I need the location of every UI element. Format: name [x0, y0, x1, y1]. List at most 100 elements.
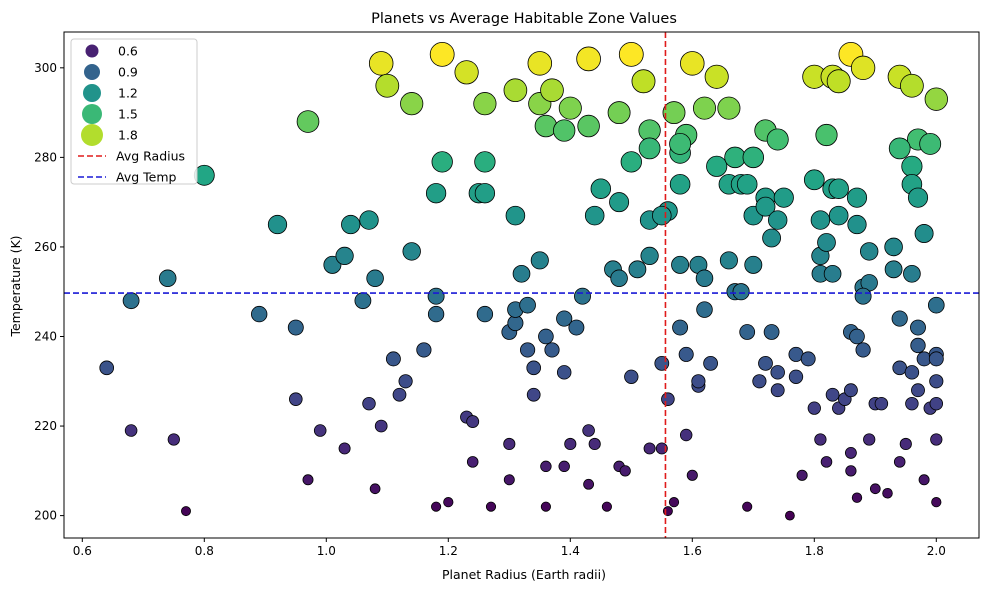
- data-point: [901, 155, 923, 177]
- data-point: [366, 269, 384, 288]
- data-point: [691, 374, 706, 389]
- data-point: [668, 497, 680, 508]
- data-point: [773, 187, 794, 208]
- data-point: [807, 401, 821, 415]
- data-point: [368, 51, 394, 76]
- data-point: [770, 365, 785, 380]
- data-point: [788, 369, 804, 384]
- data-point: [762, 228, 782, 248]
- data-point: [863, 433, 876, 446]
- data-point: [899, 437, 912, 451]
- data-point: [662, 101, 686, 125]
- data-point: [851, 492, 863, 503]
- data-point: [914, 224, 934, 243]
- data-point: [904, 365, 920, 380]
- y-tick-label: 260: [34, 240, 57, 254]
- data-point: [374, 419, 388, 433]
- data-point: [466, 415, 480, 429]
- data-point: [618, 41, 644, 67]
- data-point: [519, 296, 536, 314]
- data-point: [520, 342, 536, 358]
- data-point: [556, 310, 573, 327]
- data-point: [392, 387, 407, 402]
- data-point: [927, 296, 945, 314]
- data-point: [845, 465, 857, 477]
- data-point: [643, 442, 656, 455]
- data-point: [425, 183, 447, 204]
- x-tick-label: 0.6: [73, 544, 92, 558]
- x-axis-ticks: 0.6 0.8 1.0 1.2 1.4 1.6 1.8 2.0: [73, 538, 946, 558]
- data-point: [289, 392, 303, 406]
- data-point: [443, 497, 454, 508]
- data-point: [755, 196, 776, 217]
- data-point: [558, 460, 570, 473]
- data-point: [341, 214, 361, 235]
- x-tick-label: 0.8: [195, 544, 214, 558]
- data-point: [638, 137, 661, 160]
- data-point: [335, 246, 354, 266]
- x-tick-label: 1.0: [317, 544, 336, 558]
- data-point: [167, 433, 180, 446]
- data-point: [538, 328, 554, 345]
- data-point: [655, 442, 668, 455]
- legend-size-marker: [81, 124, 103, 146]
- data-point: [402, 242, 421, 261]
- data-point: [671, 255, 690, 274]
- data-point: [825, 387, 840, 402]
- legend-line-label: Avg Temp: [116, 170, 177, 185]
- data-point: [911, 383, 925, 398]
- data-point: [767, 210, 788, 230]
- data-point: [893, 456, 906, 468]
- data-point: [338, 442, 351, 455]
- data-point: [910, 319, 926, 336]
- data-point: [431, 501, 442, 512]
- data-point: [576, 46, 601, 72]
- data-point: [652, 205, 672, 226]
- data-point: [530, 251, 549, 270]
- data-point: [860, 242, 879, 261]
- data-point: [891, 310, 908, 327]
- data-point: [930, 433, 943, 446]
- data-point: [669, 133, 692, 155]
- data-point: [313, 424, 327, 437]
- data-point: [512, 264, 531, 283]
- data-point: [527, 51, 553, 76]
- data-point: [607, 101, 631, 125]
- data-points: [99, 41, 948, 521]
- data-point: [826, 69, 851, 94]
- data-point: [631, 69, 656, 94]
- data-point: [158, 269, 177, 288]
- data-point: [526, 360, 541, 376]
- data-point: [640, 246, 659, 266]
- x-axis-label: Planet Radius (Earth radii): [442, 567, 606, 582]
- data-point: [431, 151, 453, 173]
- data-point: [817, 233, 836, 252]
- legend-box: [70, 38, 198, 185]
- data-point: [815, 123, 838, 147]
- data-point: [526, 387, 541, 402]
- data-point: [678, 346, 694, 362]
- data-point: [99, 360, 114, 376]
- data-point: [929, 374, 944, 389]
- data-point: [427, 305, 445, 323]
- data-point: [828, 178, 849, 199]
- reference-lines: [64, 32, 979, 538]
- legend-size-label: 1.5: [118, 107, 138, 122]
- data-point: [556, 365, 572, 380]
- data-point: [369, 483, 381, 495]
- data-point: [540, 501, 551, 512]
- y-tick-label: 200: [34, 509, 57, 523]
- data-point: [359, 210, 379, 230]
- data-point: [584, 205, 605, 226]
- legend-size-marker: [83, 84, 101, 102]
- data-point: [924, 87, 948, 111]
- data-point: [474, 183, 496, 204]
- data-point: [574, 287, 591, 305]
- data-point: [696, 301, 713, 318]
- data-point: [362, 396, 376, 411]
- data-point: [296, 110, 320, 133]
- data-point: [427, 287, 445, 305]
- y-axis-ticks: 200 220 240 260 280 300: [34, 61, 64, 523]
- data-point: [850, 55, 876, 81]
